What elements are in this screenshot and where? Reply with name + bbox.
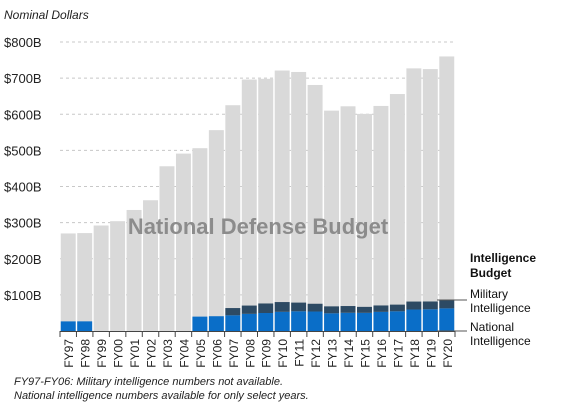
bar-military-intelligence (324, 306, 340, 314)
x-tick-label: FY05 (194, 339, 208, 368)
bar-national-defense (60, 233, 76, 331)
x-tick-label: FY99 (95, 339, 109, 368)
x-tick-label: FY18 (408, 339, 422, 368)
bar-national-defense (175, 153, 191, 331)
bar-national-intelligence (241, 313, 257, 331)
bar-national-intelligence (307, 311, 323, 331)
x-tick-label: FY20 (441, 339, 455, 368)
bar-national-intelligence (389, 311, 405, 331)
bar-military-intelligence (406, 301, 422, 310)
bar-national-intelligence (192, 316, 208, 331)
x-tick-label: FY08 (243, 339, 257, 368)
bar-national-defense (406, 68, 422, 331)
bar-national-defense (192, 148, 208, 331)
x-tick-label: FY10 (276, 339, 290, 368)
bar-national-intelligence (439, 308, 455, 331)
x-tick-label: FY09 (260, 339, 274, 368)
footnote-line-2: National intelligence numbers available … (14, 390, 309, 402)
x-tick-label: FY15 (358, 339, 372, 368)
bar-military-intelligence (307, 303, 323, 312)
legend-title: Intelligence Budget (470, 251, 537, 280)
bar-national-defense (110, 221, 126, 331)
x-tick-label: FY98 (79, 339, 93, 368)
bar-national-intelligence (77, 321, 93, 331)
x-tick-label: FY03 (161, 339, 175, 368)
y-tick-label: $500B (4, 143, 42, 158)
bar-national-intelligence (274, 311, 290, 331)
bar-national-defense (373, 105, 389, 331)
bar-national-defense (340, 106, 356, 332)
bar-national-defense (258, 78, 274, 331)
bar-national-defense (143, 200, 158, 331)
x-tick-label: FY07 (227, 339, 241, 368)
y-tick-label: $200B (4, 252, 42, 267)
bar-national-intelligence (406, 309, 422, 331)
bar-military-intelligence (422, 301, 438, 310)
legend-military-intelligence: Military Intelligence (470, 287, 531, 315)
bar-military-intelligence (225, 308, 241, 316)
x-tick-label: FY01 (128, 339, 142, 368)
x-tick-label: FY12 (309, 339, 323, 368)
footnote-line-1: FY97-FY06: Military intelligence numbers… (14, 376, 284, 388)
y-tick-label: $300B (4, 216, 42, 231)
bar-national-defense (357, 113, 372, 331)
x-tick-label: FY11 (293, 339, 307, 367)
bar-military-intelligence (340, 306, 356, 313)
x-tick-label: FY06 (210, 339, 224, 368)
x-tick-label: FY19 (424, 339, 438, 368)
bar-military-intelligence (291, 302, 307, 312)
bar-national-defense (389, 94, 405, 332)
bar-national-defense (324, 110, 340, 331)
bar-national-intelligence (60, 321, 76, 331)
legend-national-intelligence: National Intelligence (470, 320, 531, 348)
y-tick-label: $400B (4, 180, 42, 195)
bar-national-defense (225, 105, 241, 331)
bar-national-defense (208, 130, 224, 331)
x-tick-label: FY17 (391, 339, 405, 368)
bar-national-defense (159, 166, 175, 331)
x-tick-label: FY13 (326, 339, 340, 368)
x-tick-label: FY14 (342, 339, 356, 368)
x-tick-label: FY02 (145, 339, 159, 368)
bar-national-intelligence (324, 313, 340, 331)
y-tick-label: $100B (4, 288, 42, 303)
bar-national-defense (126, 209, 142, 331)
bar-national-defense (274, 70, 290, 331)
x-tick-label: FY04 (177, 339, 191, 368)
bar-national-intelligence (422, 309, 438, 331)
x-tick-label: FY00 (112, 339, 126, 368)
bar-national-defense (439, 56, 455, 331)
bar-national-defense (307, 84, 323, 332)
bar-national-intelligence (258, 313, 274, 331)
bar-national-defense (422, 69, 438, 331)
bar-military-intelligence (357, 306, 372, 313)
bar-national-intelligence (291, 311, 307, 331)
bar-military-intelligence (373, 305, 389, 312)
bar-military-intelligence (274, 302, 290, 312)
bar-military-intelligence (258, 303, 274, 314)
bar-military-intelligence (389, 304, 405, 312)
y-tick-label: $600B (4, 107, 42, 122)
y-tick-label: $700B (4, 71, 42, 86)
y-tick-label: $800B (4, 35, 42, 50)
bar-national-defense (241, 79, 257, 331)
bar-national-intelligence (340, 312, 356, 331)
y-axis-label: Nominal Dollars (4, 8, 89, 22)
bar-national-intelligence (225, 315, 241, 331)
x-tick-label: FY16 (375, 339, 389, 368)
bar-national-defense (93, 225, 109, 331)
bar-military-intelligence (241, 305, 257, 314)
x-tick-label: FY97 (62, 339, 76, 368)
bar-national-intelligence (373, 311, 389, 331)
bar-national-defense (77, 233, 93, 331)
annotation-national-defense-budget: National Defense Budget (128, 214, 389, 239)
bar-national-intelligence (357, 312, 372, 331)
bar-national-defense (291, 71, 307, 331)
bar-national-intelligence (208, 316, 224, 331)
bar-military-intelligence (439, 300, 455, 309)
